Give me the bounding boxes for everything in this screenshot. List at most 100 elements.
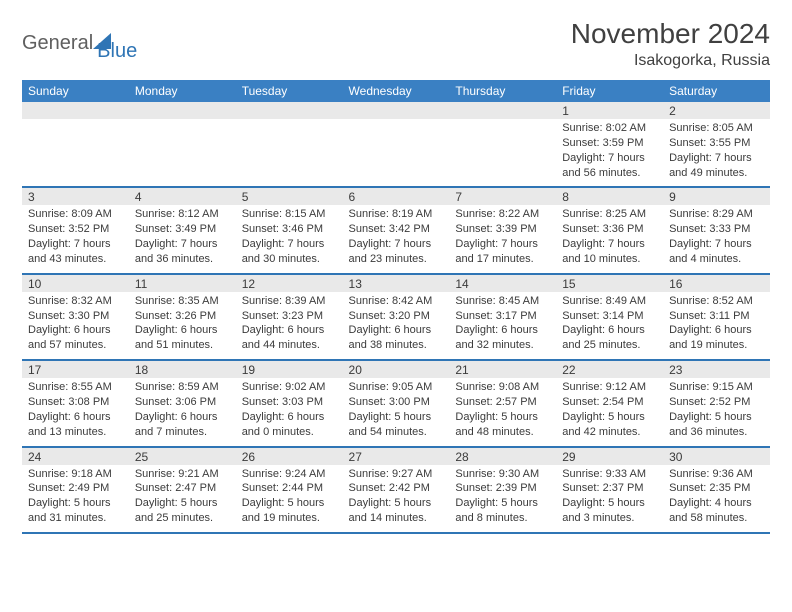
daylight-text: Daylight: 6 hours and 38 minutes. (349, 323, 444, 353)
date-cell: 20 (343, 360, 450, 378)
sunrise-text: Sunrise: 9:24 AM (242, 467, 337, 482)
sunset-text: Sunset: 2:44 PM (242, 481, 337, 496)
info-cell: Sunrise: 9:05 AMSunset: 3:00 PMDaylight:… (343, 378, 450, 446)
date-cell: 17 (22, 360, 129, 378)
date-cell (22, 102, 129, 119)
date-cell: 26 (236, 447, 343, 465)
date-row: 10111213141516 (22, 274, 770, 292)
date-cell: 9 (663, 187, 770, 205)
info-cell: Sunrise: 8:45 AMSunset: 3:17 PMDaylight:… (449, 292, 556, 360)
daylight-text: Daylight: 5 hours and 42 minutes. (562, 410, 657, 440)
sunrise-text: Sunrise: 8:55 AM (28, 380, 123, 395)
daylight-text: Daylight: 5 hours and 31 minutes. (28, 496, 123, 526)
sunset-text: Sunset: 3:06 PM (135, 395, 230, 410)
info-cell: Sunrise: 8:52 AMSunset: 3:11 PMDaylight:… (663, 292, 770, 360)
daylight-text: Daylight: 6 hours and 57 minutes. (28, 323, 123, 353)
daylight-text: Daylight: 6 hours and 25 minutes. (562, 323, 657, 353)
date-cell: 1 (556, 102, 663, 119)
sunrise-text: Sunrise: 9:02 AM (242, 380, 337, 395)
sunset-text: Sunset: 2:49 PM (28, 481, 123, 496)
date-cell: 12 (236, 274, 343, 292)
daylight-text: Daylight: 6 hours and 51 minutes. (135, 323, 230, 353)
sunrise-text: Sunrise: 9:36 AM (669, 467, 764, 482)
info-cell: Sunrise: 8:12 AMSunset: 3:49 PMDaylight:… (129, 205, 236, 273)
daylight-text: Daylight: 5 hours and 36 minutes. (669, 410, 764, 440)
day-header: Saturday (663, 80, 770, 102)
date-cell (236, 102, 343, 119)
daylight-text: Daylight: 5 hours and 3 minutes. (562, 496, 657, 526)
daylight-text: Daylight: 6 hours and 0 minutes. (242, 410, 337, 440)
date-cell: 13 (343, 274, 450, 292)
daylight-text: Daylight: 7 hours and 23 minutes. (349, 237, 444, 267)
sunrise-text: Sunrise: 8:19 AM (349, 207, 444, 222)
info-cell: Sunrise: 8:09 AMSunset: 3:52 PMDaylight:… (22, 205, 129, 273)
daylight-text: Daylight: 6 hours and 7 minutes. (135, 410, 230, 440)
info-cell: Sunrise: 8:05 AMSunset: 3:55 PMDaylight:… (663, 119, 770, 187)
sunset-text: Sunset: 2:47 PM (135, 481, 230, 496)
sunset-text: Sunset: 3:42 PM (349, 222, 444, 237)
date-cell: 19 (236, 360, 343, 378)
daylight-text: Daylight: 5 hours and 54 minutes. (349, 410, 444, 440)
day-header: Tuesday (236, 80, 343, 102)
sunset-text: Sunset: 3:08 PM (28, 395, 123, 410)
info-cell (343, 119, 450, 187)
day-header: Monday (129, 80, 236, 102)
date-cell (449, 102, 556, 119)
date-cell: 18 (129, 360, 236, 378)
date-cell: 22 (556, 360, 663, 378)
info-cell: Sunrise: 8:29 AMSunset: 3:33 PMDaylight:… (663, 205, 770, 273)
sunrise-text: Sunrise: 9:12 AM (562, 380, 657, 395)
daylight-text: Daylight: 7 hours and 36 minutes. (135, 237, 230, 267)
sunset-text: Sunset: 3:30 PM (28, 309, 123, 324)
sunrise-text: Sunrise: 8:15 AM (242, 207, 337, 222)
brand-part1: General (22, 32, 93, 55)
sunrise-text: Sunrise: 8:42 AM (349, 294, 444, 309)
sunset-text: Sunset: 2:52 PM (669, 395, 764, 410)
sunset-text: Sunset: 2:42 PM (349, 481, 444, 496)
sunset-text: Sunset: 2:54 PM (562, 395, 657, 410)
sunrise-text: Sunrise: 9:18 AM (28, 467, 123, 482)
info-cell: Sunrise: 9:08 AMSunset: 2:57 PMDaylight:… (449, 378, 556, 446)
date-cell: 3 (22, 187, 129, 205)
daylight-text: Daylight: 7 hours and 49 minutes. (669, 151, 764, 181)
info-cell (449, 119, 556, 187)
info-cell: Sunrise: 8:15 AMSunset: 3:46 PMDaylight:… (236, 205, 343, 273)
info-row: Sunrise: 8:02 AMSunset: 3:59 PMDaylight:… (22, 119, 770, 187)
daylight-text: Daylight: 6 hours and 19 minutes. (669, 323, 764, 353)
date-cell: 10 (22, 274, 129, 292)
info-cell: Sunrise: 9:30 AMSunset: 2:39 PMDaylight:… (449, 465, 556, 533)
date-cell: 8 (556, 187, 663, 205)
date-cell: 11 (129, 274, 236, 292)
page-header: General Blue November 2024 Isakogorka, R… (22, 18, 770, 70)
sunset-text: Sunset: 2:57 PM (455, 395, 550, 410)
day-header: Sunday (22, 80, 129, 102)
info-cell: Sunrise: 9:24 AMSunset: 2:44 PMDaylight:… (236, 465, 343, 533)
sunset-text: Sunset: 3:17 PM (455, 309, 550, 324)
calendar-body: 12Sunrise: 8:02 AMSunset: 3:59 PMDayligh… (22, 102, 770, 533)
info-cell (236, 119, 343, 187)
sunrise-text: Sunrise: 8:35 AM (135, 294, 230, 309)
date-cell: 27 (343, 447, 450, 465)
date-row: 12 (22, 102, 770, 119)
brand-logo: General Blue (22, 18, 137, 63)
sunset-text: Sunset: 3:11 PM (669, 309, 764, 324)
sunrise-text: Sunrise: 9:21 AM (135, 467, 230, 482)
date-cell: 28 (449, 447, 556, 465)
sunrise-text: Sunrise: 8:09 AM (28, 207, 123, 222)
date-cell: 21 (449, 360, 556, 378)
calendar-page: General Blue November 2024 Isakogorka, R… (0, 0, 792, 552)
daylight-text: Daylight: 7 hours and 10 minutes. (562, 237, 657, 267)
date-cell: 7 (449, 187, 556, 205)
sunrise-text: Sunrise: 9:30 AM (455, 467, 550, 482)
sunset-text: Sunset: 3:52 PM (28, 222, 123, 237)
sunrise-text: Sunrise: 8:39 AM (242, 294, 337, 309)
location-label: Isakogorka, Russia (571, 52, 770, 70)
sunset-text: Sunset: 3:03 PM (242, 395, 337, 410)
title-block: November 2024 Isakogorka, Russia (571, 18, 770, 70)
sunset-text: Sunset: 2:39 PM (455, 481, 550, 496)
sunrise-text: Sunrise: 8:25 AM (562, 207, 657, 222)
info-cell: Sunrise: 9:15 AMSunset: 2:52 PMDaylight:… (663, 378, 770, 446)
day-header: Thursday (449, 80, 556, 102)
sunset-text: Sunset: 2:35 PM (669, 481, 764, 496)
info-cell: Sunrise: 8:49 AMSunset: 3:14 PMDaylight:… (556, 292, 663, 360)
